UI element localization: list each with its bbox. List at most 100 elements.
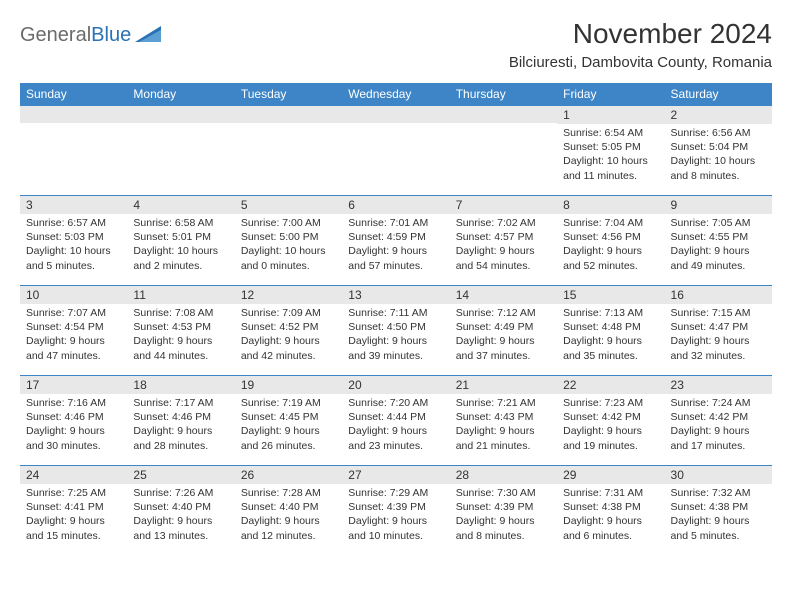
sunrise-text: Sunrise: 7:17 AM	[133, 396, 228, 410]
daylight-text: Daylight: 9 hours and 26 minutes.	[241, 424, 336, 452]
sunrise-text: Sunrise: 7:31 AM	[563, 486, 658, 500]
calendar-cell: 11Sunrise: 7:08 AMSunset: 4:53 PMDayligh…	[127, 286, 234, 376]
day-details: Sunrise: 7:08 AMSunset: 4:53 PMDaylight:…	[127, 304, 234, 365]
calendar-row: 24Sunrise: 7:25 AMSunset: 4:41 PMDayligh…	[20, 466, 772, 556]
day-number: 11	[127, 286, 234, 304]
day-number	[127, 106, 234, 123]
calendar-cell: 27Sunrise: 7:29 AMSunset: 4:39 PMDayligh…	[342, 466, 449, 556]
location: Bilciuresti, Dambovita County, Romania	[509, 54, 772, 71]
calendar-cell	[342, 106, 449, 196]
daylight-text: Daylight: 9 hours and 57 minutes.	[348, 244, 443, 272]
daylight-text: Daylight: 9 hours and 12 minutes.	[241, 514, 336, 542]
sunrise-text: Sunrise: 7:08 AM	[133, 306, 228, 320]
sunrise-text: Sunrise: 7:30 AM	[456, 486, 551, 500]
calendar-cell: 4Sunrise: 6:58 AMSunset: 5:01 PMDaylight…	[127, 196, 234, 286]
sunrise-text: Sunrise: 6:57 AM	[26, 216, 121, 230]
sunset-text: Sunset: 4:44 PM	[348, 410, 443, 424]
day-details: Sunrise: 7:19 AMSunset: 4:45 PMDaylight:…	[235, 394, 342, 455]
header: GeneralBlue November 2024 Bilciuresti, D…	[20, 18, 772, 71]
sunrise-text: Sunrise: 6:54 AM	[563, 126, 658, 140]
daylight-text: Daylight: 9 hours and 13 minutes.	[133, 514, 228, 542]
calendar-cell: 18Sunrise: 7:17 AMSunset: 4:46 PMDayligh…	[127, 376, 234, 466]
day-details: Sunrise: 7:28 AMSunset: 4:40 PMDaylight:…	[235, 484, 342, 545]
weekday-header: Sunday	[20, 83, 127, 106]
daylight-text: Daylight: 9 hours and 37 minutes.	[456, 334, 551, 362]
day-number: 8	[557, 196, 664, 214]
day-details: Sunrise: 7:00 AMSunset: 5:00 PMDaylight:…	[235, 214, 342, 275]
sunrise-text: Sunrise: 7:09 AM	[241, 306, 336, 320]
sunrise-text: Sunrise: 7:00 AM	[241, 216, 336, 230]
day-number	[342, 106, 449, 123]
daylight-text: Daylight: 9 hours and 49 minutes.	[671, 244, 766, 272]
day-number: 19	[235, 376, 342, 394]
day-details: Sunrise: 6:57 AMSunset: 5:03 PMDaylight:…	[20, 214, 127, 275]
calendar-body: 1Sunrise: 6:54 AMSunset: 5:05 PMDaylight…	[20, 106, 772, 556]
sunrise-text: Sunrise: 7:11 AM	[348, 306, 443, 320]
sunset-text: Sunset: 4:50 PM	[348, 320, 443, 334]
calendar-cell: 20Sunrise: 7:20 AMSunset: 4:44 PMDayligh…	[342, 376, 449, 466]
sunrise-text: Sunrise: 7:13 AM	[563, 306, 658, 320]
daylight-text: Daylight: 10 hours and 8 minutes.	[671, 154, 766, 182]
sunset-text: Sunset: 4:57 PM	[456, 230, 551, 244]
daylight-text: Daylight: 9 hours and 5 minutes.	[671, 514, 766, 542]
day-number: 1	[557, 106, 664, 124]
day-details: Sunrise: 7:24 AMSunset: 4:42 PMDaylight:…	[665, 394, 772, 455]
sunrise-text: Sunrise: 6:56 AM	[671, 126, 766, 140]
day-number: 28	[450, 466, 557, 484]
day-number: 30	[665, 466, 772, 484]
day-number: 24	[20, 466, 127, 484]
day-details: Sunrise: 7:29 AMSunset: 4:39 PMDaylight:…	[342, 484, 449, 545]
sunset-text: Sunset: 4:40 PM	[133, 500, 228, 514]
daylight-text: Daylight: 9 hours and 15 minutes.	[26, 514, 121, 542]
title-block: November 2024 Bilciuresti, Dambovita Cou…	[509, 18, 772, 71]
calendar-cell: 25Sunrise: 7:26 AMSunset: 4:40 PMDayligh…	[127, 466, 234, 556]
day-number: 25	[127, 466, 234, 484]
sunrise-text: Sunrise: 7:19 AM	[241, 396, 336, 410]
daylight-text: Daylight: 9 hours and 6 minutes.	[563, 514, 658, 542]
daylight-text: Daylight: 9 hours and 32 minutes.	[671, 334, 766, 362]
sunset-text: Sunset: 4:39 PM	[348, 500, 443, 514]
day-details: Sunrise: 7:02 AMSunset: 4:57 PMDaylight:…	[450, 214, 557, 275]
day-details: Sunrise: 6:56 AMSunset: 5:04 PMDaylight:…	[665, 124, 772, 185]
sunset-text: Sunset: 4:46 PM	[133, 410, 228, 424]
sunset-text: Sunset: 5:04 PM	[671, 140, 766, 154]
day-details: Sunrise: 7:26 AMSunset: 4:40 PMDaylight:…	[127, 484, 234, 545]
sunrise-text: Sunrise: 7:04 AM	[563, 216, 658, 230]
day-details: Sunrise: 7:20 AMSunset: 4:44 PMDaylight:…	[342, 394, 449, 455]
sunrise-text: Sunrise: 7:25 AM	[26, 486, 121, 500]
calendar-cell: 15Sunrise: 7:13 AMSunset: 4:48 PMDayligh…	[557, 286, 664, 376]
calendar-table: Sunday Monday Tuesday Wednesday Thursday…	[20, 83, 772, 556]
day-details: Sunrise: 7:11 AMSunset: 4:50 PMDaylight:…	[342, 304, 449, 365]
sunset-text: Sunset: 4:53 PM	[133, 320, 228, 334]
daylight-text: Daylight: 9 hours and 52 minutes.	[563, 244, 658, 272]
day-number: 16	[665, 286, 772, 304]
sunset-text: Sunset: 4:42 PM	[671, 410, 766, 424]
calendar-row: 10Sunrise: 7:07 AMSunset: 4:54 PMDayligh…	[20, 286, 772, 376]
sunrise-text: Sunrise: 7:29 AM	[348, 486, 443, 500]
calendar-cell	[450, 106, 557, 196]
sunset-text: Sunset: 4:42 PM	[563, 410, 658, 424]
daylight-text: Daylight: 9 hours and 19 minutes.	[563, 424, 658, 452]
daylight-text: Daylight: 10 hours and 0 minutes.	[241, 244, 336, 272]
sunset-text: Sunset: 4:39 PM	[456, 500, 551, 514]
sunset-text: Sunset: 4:41 PM	[26, 500, 121, 514]
daylight-text: Daylight: 10 hours and 2 minutes.	[133, 244, 228, 272]
sunset-text: Sunset: 4:52 PM	[241, 320, 336, 334]
daylight-text: Daylight: 9 hours and 17 minutes.	[671, 424, 766, 452]
sunrise-text: Sunrise: 7:21 AM	[456, 396, 551, 410]
sunrise-text: Sunrise: 7:28 AM	[241, 486, 336, 500]
calendar-cell: 5Sunrise: 7:00 AMSunset: 5:00 PMDaylight…	[235, 196, 342, 286]
calendar-cell	[235, 106, 342, 196]
calendar-cell: 22Sunrise: 7:23 AMSunset: 4:42 PMDayligh…	[557, 376, 664, 466]
sunrise-text: Sunrise: 7:07 AM	[26, 306, 121, 320]
logo-text-a: General	[20, 24, 91, 46]
day-number: 3	[20, 196, 127, 214]
day-number: 2	[665, 106, 772, 124]
day-number	[450, 106, 557, 123]
sunset-text: Sunset: 4:38 PM	[671, 500, 766, 514]
day-number: 17	[20, 376, 127, 394]
calendar-cell: 13Sunrise: 7:11 AMSunset: 4:50 PMDayligh…	[342, 286, 449, 376]
daylight-text: Daylight: 10 hours and 11 minutes.	[563, 154, 658, 182]
sunset-text: Sunset: 4:49 PM	[456, 320, 551, 334]
sunrise-text: Sunrise: 7:16 AM	[26, 396, 121, 410]
